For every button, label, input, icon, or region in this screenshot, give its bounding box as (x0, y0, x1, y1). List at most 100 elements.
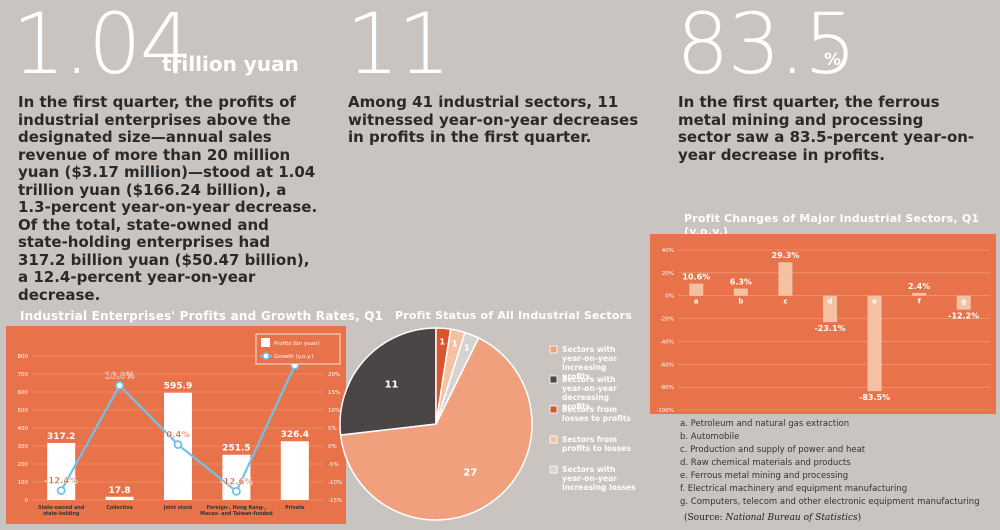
pie-slice (339, 336, 533, 521)
pie-legend-swatch (549, 465, 558, 474)
pie-legend-label: profits (562, 402, 591, 411)
stat-unit-1: trillion yuan (162, 52, 299, 76)
stat-number-3: 83.5 (676, 0, 857, 93)
chart3-category-label: d (827, 298, 832, 306)
chart3-value-label: 29.3% (772, 251, 800, 260)
stat-unit-3: % (824, 50, 842, 70)
sector-list: a. Petroleum and natural gas extraction … (680, 418, 995, 509)
pie-legend-label: increasing losses (562, 483, 636, 492)
legend-growth-marker (262, 352, 270, 360)
pie-slice-label: 1 (464, 343, 470, 352)
pie-legend-label: year-on-year (562, 354, 617, 363)
source-name: National Bureau of Statistics (725, 513, 858, 523)
chart3-y-tick: 0% (665, 294, 674, 300)
chart3-bar (778, 262, 793, 296)
chart1-bar (105, 496, 134, 500)
stat-number-2: 11 (346, 0, 451, 93)
pie-legend-label: increasing (562, 363, 607, 372)
chart1-x-label: Joint stock (163, 505, 193, 511)
chart1-yright-tick: 15% (328, 390, 340, 396)
pie-legend-label: Sectors from (562, 435, 617, 444)
chart3-value-label: -23.1% (814, 324, 845, 333)
pie-legend-label: decreasing (562, 393, 609, 402)
chart1-x-label: Macao- and Taiwan-funded (200, 511, 273, 517)
chart1-yleft-tick: 600 (18, 390, 29, 396)
stat-number-1: 1.04 (12, 0, 193, 93)
pie-slice-label: 1 (452, 340, 458, 349)
chart1-bar-label: 595.9 (164, 382, 192, 392)
sector-list-item: a. Petroleum and natural gas extraction (680, 419, 850, 429)
chart3-bar (733, 288, 748, 296)
chart3-category-label: e (872, 298, 877, 306)
chart1-growth-point (56, 486, 66, 496)
chart1-bar-label: 251.5 (222, 444, 250, 454)
chart1-yleft-tick: 300 (18, 444, 29, 450)
pie-legend-swatch (549, 405, 558, 414)
source-prefix: (Source: (684, 513, 726, 523)
chart1-yleft-tick: 400 (18, 426, 29, 432)
chart1-bar-label: 317.2 (47, 432, 75, 442)
legend-profits-label: Profits (bn yuan) (274, 341, 320, 347)
pie-legend-swatch (549, 375, 558, 384)
chart1-yright-tick: 10% (328, 408, 340, 414)
chart1-growth-label: -12.4% (45, 477, 78, 487)
chart1-yleft-tick: 500 (18, 408, 29, 414)
chart3-value-label: 2.4% (908, 282, 930, 291)
source-suffix: ) (857, 513, 862, 523)
chart3-category-label: a (694, 298, 699, 306)
chart1-title: Industrial Enterprises' Profits and Grow… (20, 309, 384, 323)
pie-legend-label: year-on-year (562, 474, 617, 483)
chart1-yleft-tick: 800 (18, 354, 29, 360)
chart3-bar (956, 295, 971, 310)
pie-legend-label: profits to losses (562, 444, 631, 453)
chart1-yleft-tick: 700 (18, 372, 29, 378)
stat-text-2: Among 41 industrial sectors, 11 witnesse… (348, 93, 639, 146)
chart3-value-label: 6.3% (730, 278, 752, 287)
pie-legend-label: profits (562, 372, 591, 381)
chart1-yleft-tick: 100 (18, 480, 29, 486)
chart3-category-label: c (783, 298, 787, 306)
chart1-x-label: Foreign-, Hong Kong-, (207, 505, 267, 511)
sector-list-item: f. Electrical machinery and equipment ma… (680, 484, 908, 494)
chart3-category-label: f (918, 298, 922, 306)
pie-legend-swatch (549, 435, 558, 444)
chart1-yleft-tick: 0 (25, 498, 29, 504)
chart1-x-label: Collective (106, 505, 133, 511)
chart1-legend: Profits (bn yuan) Growth (y.o.y.) (255, 333, 341, 365)
chart3-y-tick: 20% (662, 271, 674, 277)
chart1-growth-point (231, 486, 241, 496)
stat-text-1: In the first quarter, the profits of ind… (18, 93, 318, 304)
pie-legend-label: Sectors with (562, 465, 616, 474)
chart3-bar (823, 295, 837, 323)
pie-legend-label: year-on-year (562, 384, 617, 393)
pie-legend-label: Sectors with (562, 375, 616, 384)
chart1-yleft-tick: 200 (18, 462, 29, 468)
chart3-bar (689, 283, 704, 296)
chart3-category-label: b (738, 298, 743, 306)
chart1-bar-label: 326.4 (281, 430, 309, 440)
chart3-value-label: 10.6% (682, 273, 710, 282)
legend-growth-label: Growth (y.o.y.) (274, 354, 313, 360)
chart3-y-tick: -100% (656, 408, 674, 414)
chart1-x-label: State-owned and (38, 505, 85, 511)
chart3-value-label: -12.2% (948, 312, 979, 321)
chart1-yright-tick: 5% (328, 426, 337, 432)
chart3-background (650, 234, 996, 414)
chart1-growth-point (173, 440, 183, 449)
chart3-y-tick: -60% (660, 362, 674, 368)
chart3-category-label: g (961, 298, 966, 306)
chart1-yright-tick: -10% (328, 480, 342, 486)
chart3-y-tick: -40% (660, 339, 674, 345)
sector-list-item: d. Raw chemical materials and products (680, 458, 851, 468)
chart1-growth-point (115, 381, 124, 390)
pie-slice-label: 27 (463, 468, 477, 479)
legend-profits-swatch (261, 338, 270, 347)
sector-list-item: b. Automobile (680, 432, 740, 442)
pie-legend-label: Sectors with (562, 345, 616, 354)
pie-slice (339, 327, 437, 436)
pie-slice-label: 11 (385, 379, 399, 390)
chart1-x-label: Private (285, 505, 305, 511)
stat-text-3: In the first quarter, the ferrous metal … (678, 93, 975, 164)
